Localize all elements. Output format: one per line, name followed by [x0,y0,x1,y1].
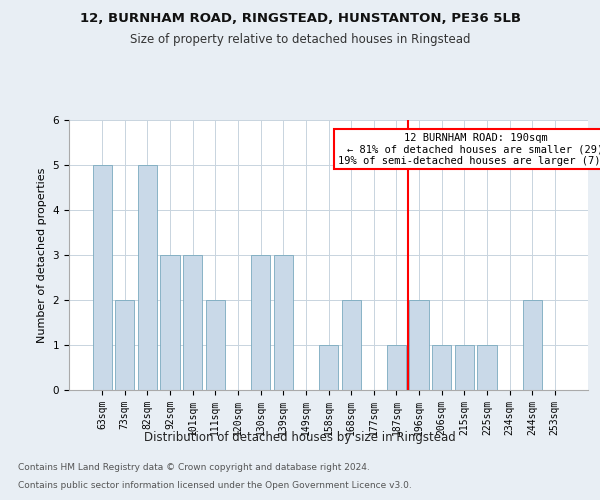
Bar [432,345,451,390]
Bar [341,300,361,390]
Bar [387,345,406,390]
Bar [183,255,202,390]
Bar [160,255,180,390]
Text: Size of property relative to detached houses in Ringstead: Size of property relative to detached ho… [130,32,470,46]
Bar [477,345,497,390]
Bar [523,300,542,390]
Text: Contains HM Land Registry data © Crown copyright and database right 2024.: Contains HM Land Registry data © Crown c… [18,464,370,472]
Bar [92,165,112,390]
Bar [138,165,157,390]
Bar [251,255,270,390]
Bar [455,345,474,390]
Bar [274,255,293,390]
Y-axis label: Number of detached properties: Number of detached properties [37,168,47,342]
Bar [115,300,134,390]
Bar [409,300,428,390]
Bar [319,345,338,390]
Text: 12, BURNHAM ROAD, RINGSTEAD, HUNSTANTON, PE36 5LB: 12, BURNHAM ROAD, RINGSTEAD, HUNSTANTON,… [79,12,521,26]
Text: 12 BURNHAM ROAD: 190sqm
← 81% of detached houses are smaller (29)
19% of semi-de: 12 BURNHAM ROAD: 190sqm ← 81% of detache… [338,132,600,166]
Text: Contains public sector information licensed under the Open Government Licence v3: Contains public sector information licen… [18,481,412,490]
Bar [206,300,225,390]
Text: Distribution of detached houses by size in Ringstead: Distribution of detached houses by size … [144,431,456,444]
